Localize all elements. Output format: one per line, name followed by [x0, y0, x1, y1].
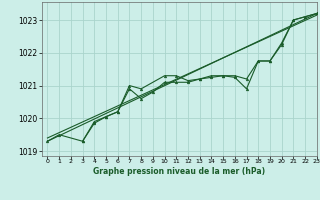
X-axis label: Graphe pression niveau de la mer (hPa): Graphe pression niveau de la mer (hPa)	[93, 167, 265, 176]
